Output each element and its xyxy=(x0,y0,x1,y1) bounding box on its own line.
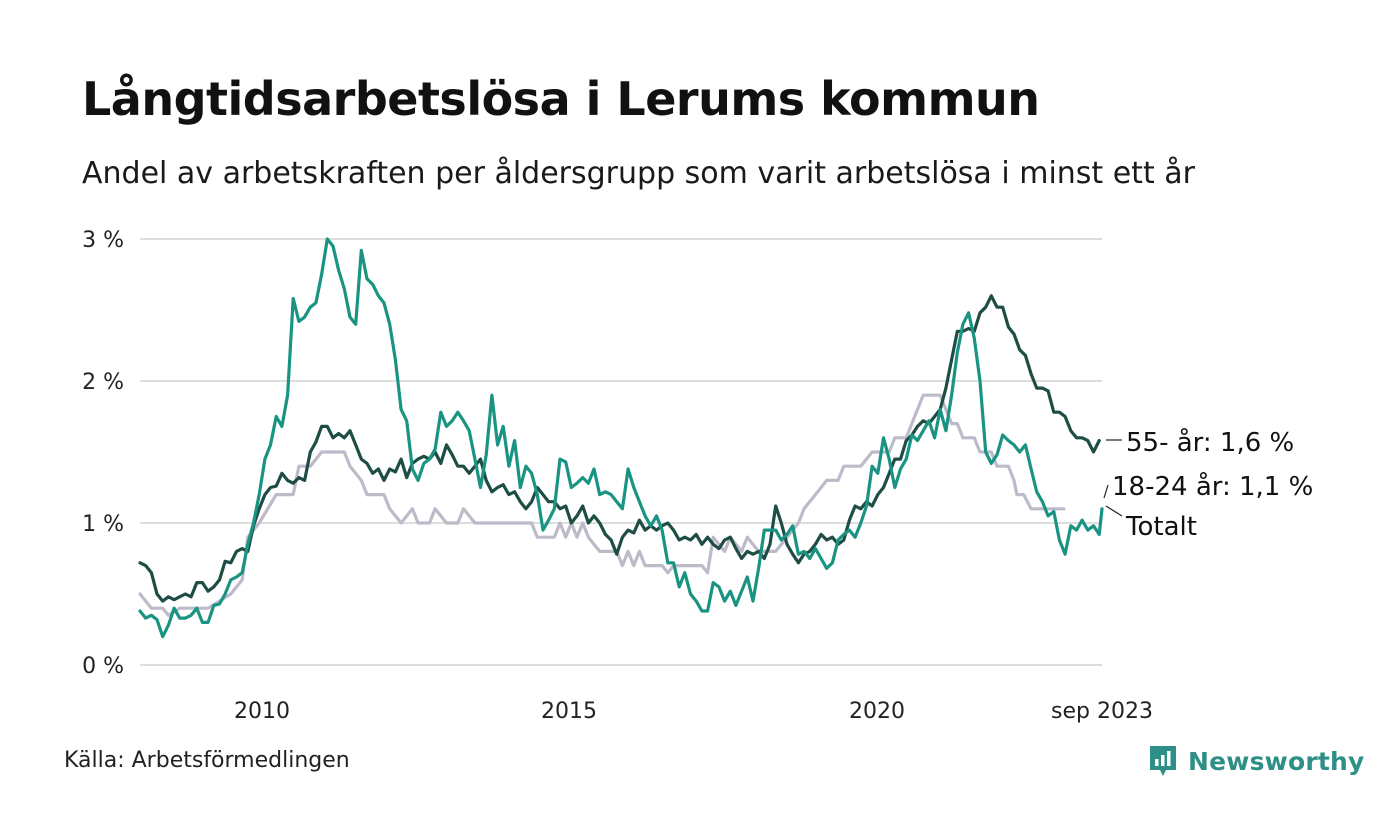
y-tick-label: 1 % xyxy=(82,512,124,537)
newsworthy-chart-icon xyxy=(1150,746,1176,776)
source-note: Källa: Arbetsförmedlingen xyxy=(64,748,350,773)
series-line-18-24-r xyxy=(138,237,1104,639)
y-tick-label: 2 % xyxy=(82,370,124,395)
end-label: 18-24 år: 1,1 % xyxy=(1112,471,1313,502)
end-label: Totalt xyxy=(1125,512,1197,542)
chart-subtitle: Andel av arbetskraften per åldersgrupp s… xyxy=(82,156,1195,191)
end-label-connector xyxy=(1105,505,1123,517)
x-tick-label: sep 2023 xyxy=(1051,699,1153,724)
y-tick-label: 0 % xyxy=(82,654,124,679)
x-tick-label: 2020 xyxy=(849,699,905,724)
y-tick-label: 3 % xyxy=(82,228,124,253)
x-tick-label: 2010 xyxy=(234,699,290,724)
end-label: 55- år: 1,6 % xyxy=(1126,427,1294,458)
chart-title: Långtidsarbetslösa i Lerums kommun xyxy=(82,72,1040,126)
y-axis-labels: 0 % 1 % 2 % 3 % xyxy=(82,228,124,679)
x-tick-label: 2015 xyxy=(541,699,597,724)
grid-lines xyxy=(140,238,1102,666)
brand-name: Newsworthy xyxy=(1188,746,1365,776)
series-lines xyxy=(138,237,1104,639)
x-axis-labels: 2010 2015 2020 sep 2023 xyxy=(234,699,1153,724)
end-labels: Totalt 55- år: 1,6 % 18-24 år: 1,1 % xyxy=(1103,427,1313,542)
brand-logo: Newsworthy xyxy=(1148,744,1365,778)
end-label-connector xyxy=(1103,484,1109,499)
